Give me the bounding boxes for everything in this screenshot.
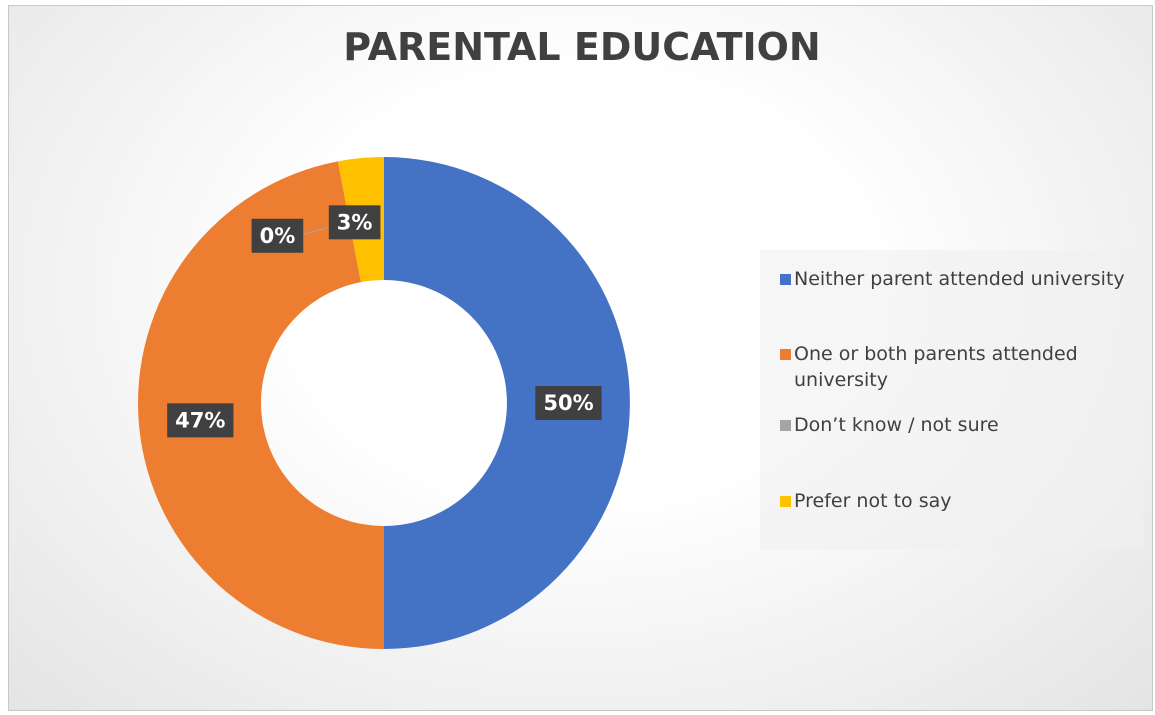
legend-item: Prefer not to say: [780, 488, 1149, 514]
data-label: 47%: [175, 408, 225, 432]
legend-label: Prefer not to say: [794, 490, 952, 512]
data-label-box: [251, 218, 304, 253]
legend-item: One or both parents attended university: [780, 341, 1149, 393]
legend-item: Neither parent attended university: [780, 266, 1149, 292]
data-label-box: [167, 403, 234, 438]
legend-swatch: [780, 274, 791, 285]
data-label: 50%: [543, 391, 593, 415]
data-label-box: [535, 386, 602, 420]
legend-item: Don’t know / not sure: [780, 412, 1149, 438]
legend-swatch: [780, 496, 791, 507]
legend: Neither parent attended university One or…: [760, 250, 1143, 550]
data-label-box: [328, 205, 381, 240]
legend-label: Neither parent attended university: [794, 268, 1125, 290]
chart-title: PARENTAL EDUCATION: [343, 25, 821, 69]
legend-swatch: [780, 420, 791, 431]
donut-slice: [138, 161, 384, 649]
data-label: 3%: [337, 210, 373, 234]
donut-slice: [384, 157, 630, 649]
legend-label: One or both parents attended university: [794, 343, 1078, 391]
legend-swatch: [780, 349, 791, 360]
data-label: 0%: [260, 224, 296, 248]
legend-label: Don’t know / not sure: [794, 414, 999, 436]
